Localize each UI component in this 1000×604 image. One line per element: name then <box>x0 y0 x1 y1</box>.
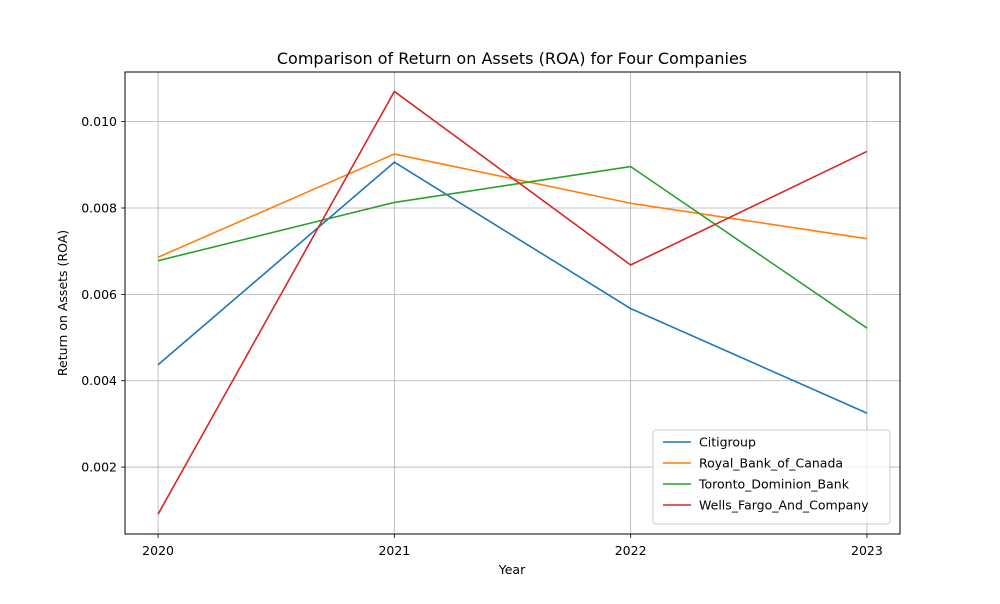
y-tick-label: 0.004 <box>81 373 117 388</box>
series-line-toronto-dominion-bank <box>157 165 868 329</box>
legend-box <box>652 429 891 525</box>
plot-area-frame <box>124 71 901 535</box>
legend-label: Royal_Bank_of_Canada <box>699 456 843 471</box>
x-tick-label: 2022 <box>615 543 647 558</box>
y-tick-label: 0.002 <box>81 460 117 475</box>
x-axis-label: Year <box>498 562 526 577</box>
y-tick-label: 0.010 <box>81 114 117 129</box>
chart-title: Comparison of Return on Assets (ROA) for… <box>277 49 747 68</box>
series-line-royal-bank-of-canada <box>157 153 868 258</box>
x-tick-label: 2021 <box>378 543 410 558</box>
y-axis-label: Return on Assets (ROA) <box>55 230 70 376</box>
y-tick-label: 0.008 <box>81 201 117 216</box>
x-tick-label: 2023 <box>851 543 883 558</box>
legend-label: Wells_Fargo_And_Company <box>699 498 869 513</box>
series-lines <box>157 90 868 515</box>
x-tick-label: 2020 <box>142 543 174 558</box>
y-tick-label: 0.006 <box>81 287 117 302</box>
series-line-citigroup <box>157 161 868 414</box>
legend-label: Toronto_Dominion_Bank <box>698 477 850 492</box>
axis-ticks: 2020 2021 2022 2023 0.002 0.004 0.006 0.008 0.01… <box>81 114 883 558</box>
grid-lines <box>125 72 900 534</box>
legend: Citigroup Royal_Bank_of_Canada Toronto_Dom… <box>652 429 891 525</box>
legend-label: Citigroup <box>699 435 756 450</box>
series-line-wells-fargo-and-company <box>157 90 868 515</box>
